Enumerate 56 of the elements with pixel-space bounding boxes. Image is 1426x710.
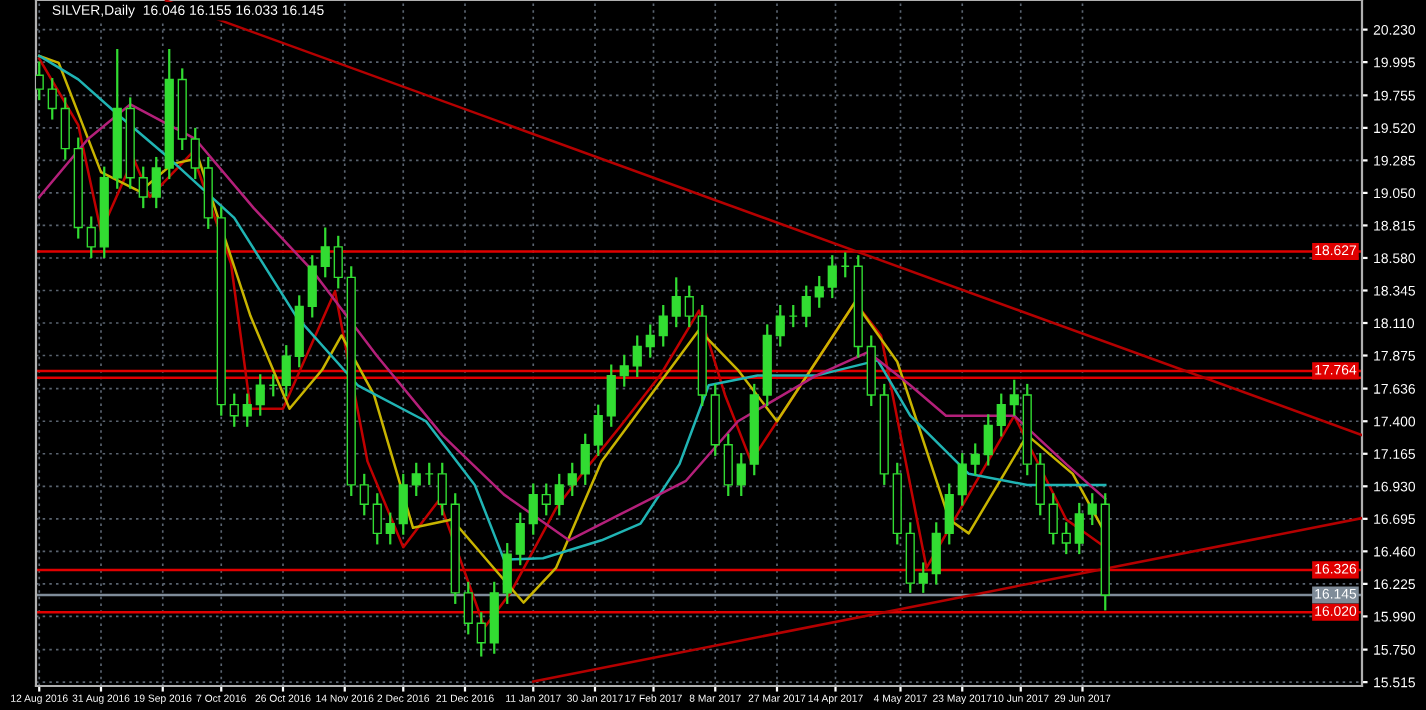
candlestick (554, 472, 564, 517)
candlestick (671, 276, 681, 329)
candlestick (606, 363, 616, 428)
candlestick (255, 373, 265, 417)
candlestick (307, 254, 317, 319)
candlestick (957, 451, 967, 507)
candlestick (723, 432, 733, 498)
candlestick (190, 126, 200, 181)
candlestick (1061, 521, 1071, 556)
candlestick (515, 511, 525, 567)
candlestick (502, 541, 512, 606)
candlestick (398, 472, 408, 536)
candlestick (476, 611, 486, 658)
candlestick (86, 215, 96, 260)
candlestick (775, 303, 785, 348)
candlestick (36, 60, 44, 102)
candlestick (567, 461, 577, 498)
candlestick (931, 521, 941, 586)
candlestick (229, 392, 239, 428)
candlestick (242, 392, 252, 428)
candlestick (541, 482, 551, 517)
candlestick (658, 303, 668, 348)
candlestick (359, 472, 369, 517)
candlestick (385, 511, 395, 546)
candlestick (437, 461, 447, 517)
candlestick (983, 413, 993, 467)
candlestick (463, 580, 473, 636)
candlestick (970, 442, 980, 477)
candlestick (814, 274, 824, 309)
candlestick (151, 155, 161, 210)
candlestick (1035, 451, 1045, 517)
candlestick (281, 344, 291, 398)
candlestick (736, 451, 746, 498)
candlestick (645, 323, 655, 359)
candlestick (372, 492, 382, 546)
candlestick (411, 461, 421, 498)
candlestick (333, 234, 343, 290)
candlestick (619, 353, 629, 388)
candlestick (138, 165, 148, 210)
candlestick (684, 284, 694, 329)
candlestick (580, 432, 590, 487)
candlestick (320, 226, 330, 279)
candlestick (47, 76, 57, 121)
candlestick (1087, 492, 1097, 527)
candlestick (918, 561, 928, 594)
candlestick (996, 392, 1006, 438)
candlestick (593, 403, 603, 457)
candlestick (944, 482, 954, 546)
candlestick (528, 482, 538, 536)
candlestick (1009, 378, 1019, 417)
candlestick (632, 334, 642, 379)
candlestick (60, 96, 70, 161)
candlestick (801, 284, 811, 329)
candlestick (827, 254, 837, 300)
candlestick (1048, 492, 1058, 546)
candlestick (1074, 501, 1084, 556)
